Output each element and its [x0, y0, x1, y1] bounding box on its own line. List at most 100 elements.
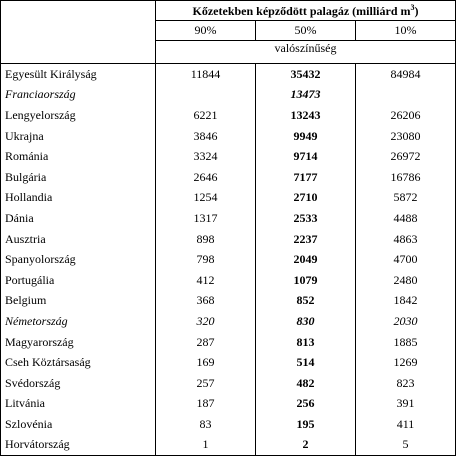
value-cell: 320	[155, 311, 256, 332]
country-cell: Bulgária	[0, 166, 156, 188]
value-cell: 2533	[255, 208, 356, 229]
table-row: Németország 320 830 2030	[0, 311, 456, 332]
value-cell: 23080	[354, 125, 456, 147]
table-row: Cseh Köztársaság 169 514 1269	[0, 352, 456, 373]
table-row: Svédország 257 482 823	[0, 372, 456, 394]
value-cell: 13473	[255, 84, 356, 106]
value-cell: 287	[155, 331, 256, 353]
table-row: Egyesült Királyság 11844 35432 84984	[0, 63, 456, 85]
table-row: Dánia 1317 2533 4488	[0, 208, 456, 229]
value-cell: 798	[155, 249, 256, 270]
table-row: Ausztria 898 2237 4863	[0, 228, 456, 250]
country-cell: Románia	[0, 146, 156, 167]
subtitle: valószínűség	[154, 40, 456, 64]
value-cell: 9714	[255, 146, 356, 167]
column-header: 90%	[155, 20, 256, 41]
value-cell: 412	[155, 269, 256, 291]
value-cell: 514	[255, 352, 356, 373]
value-cell: 5	[354, 434, 456, 457]
title-text: Kőzetekben képződött palagáz (milliárd m	[192, 3, 411, 18]
table-row: Ukrajna 3846 9949 23080	[0, 125, 456, 147]
country-cell: Portugália	[0, 269, 156, 291]
country-cell: Lengyelország	[0, 105, 156, 126]
table-row: Spanyolország 798 2049 4700	[0, 249, 456, 270]
value-cell: 2049	[255, 249, 356, 270]
table-title: Kőzetekben képződött palagáz (milliárd m…	[154, 0, 456, 21]
column-header: 10%	[354, 20, 456, 41]
value-cell: 3846	[155, 125, 256, 147]
country-cell: Litvánia	[0, 393, 156, 415]
value-cell	[155, 84, 256, 106]
value-cell: 16786	[354, 166, 456, 188]
table-row: Franciaország 13473	[0, 84, 456, 106]
value-cell: 169	[155, 352, 256, 373]
value-cell: 898	[155, 228, 256, 250]
table-row: Bulgária 2646 7177 16786	[0, 166, 456, 188]
value-cell: 2710	[255, 187, 356, 209]
value-cell: 13243	[255, 105, 356, 126]
value-cell: 852	[255, 290, 356, 312]
value-cell: 1079	[255, 269, 356, 291]
country-cell: Hollandia	[0, 187, 156, 209]
title-sup: 3	[410, 2, 415, 12]
value-cell: 256	[255, 393, 356, 415]
value-cell: 1254	[155, 187, 256, 209]
table-row: Belgium 368 852 1842	[0, 290, 456, 312]
value-cell: 4488	[354, 208, 456, 229]
value-cell: 83	[155, 414, 256, 435]
value-cell: 257	[155, 372, 256, 394]
country-cell: Franciaország	[0, 84, 156, 106]
value-cell: 2646	[155, 166, 256, 188]
country-cell: Dánia	[0, 208, 156, 229]
table-row: Románia 3324 9714 26972	[0, 146, 456, 167]
country-cell: Spanyolország	[0, 249, 156, 270]
value-cell: 3324	[155, 146, 256, 167]
table-row: Litvánia 187 256 391	[0, 393, 456, 415]
value-cell: 35432	[255, 63, 356, 85]
table-row: Magyarország 287 813 1885	[0, 331, 456, 353]
value-cell: 195	[255, 414, 356, 435]
value-cell: 411	[354, 414, 456, 435]
value-cell: 11844	[155, 63, 256, 85]
value-cell: 5872	[354, 187, 456, 209]
value-cell: 391	[354, 393, 456, 415]
corner-cell	[0, 0, 156, 64]
country-cell: Egyesült Királyság	[0, 63, 156, 85]
value-cell: 1885	[354, 331, 456, 353]
value-cell: 482	[255, 372, 356, 394]
value-cell: 4863	[354, 228, 456, 250]
value-cell: 813	[255, 331, 356, 353]
value-cell: 823	[354, 372, 456, 394]
title-end: )	[414, 3, 419, 18]
country-cell: Magyarország	[0, 331, 156, 353]
value-cell: 26206	[354, 105, 456, 126]
value-cell: 187	[155, 393, 256, 415]
country-cell: Svédország	[0, 372, 156, 394]
value-cell: 84984	[354, 63, 456, 85]
country-cell: Ukrajna	[0, 125, 156, 147]
value-cell: 2030	[354, 311, 456, 332]
table-row: Hollandia 1254 2710 5872	[0, 187, 456, 209]
value-cell: 2480	[354, 269, 456, 291]
country-cell: Németország	[0, 311, 156, 332]
value-cell: 4700	[354, 249, 456, 270]
country-cell: Belgium	[0, 290, 156, 312]
value-cell: 1269	[354, 352, 456, 373]
table-row: Horvátország 1 2 5	[0, 434, 456, 457]
value-cell: 7177	[255, 166, 356, 188]
value-cell	[354, 84, 456, 106]
country-cell: Horvátország	[0, 434, 156, 457]
country-cell: Ausztria	[0, 228, 156, 250]
table-row: Szlovénia 83 195 411	[0, 414, 456, 435]
value-cell: 26972	[354, 146, 456, 167]
value-cell: 9949	[255, 125, 356, 147]
country-cell: Cseh Köztársaság	[0, 352, 156, 373]
value-cell: 368	[155, 290, 256, 312]
column-header: 50%	[255, 20, 356, 41]
value-cell: 1	[155, 434, 256, 457]
table-row: Lengyelország 6221 13243 26206	[0, 105, 456, 126]
value-cell: 6221	[155, 105, 256, 126]
value-cell: 830	[255, 311, 356, 332]
